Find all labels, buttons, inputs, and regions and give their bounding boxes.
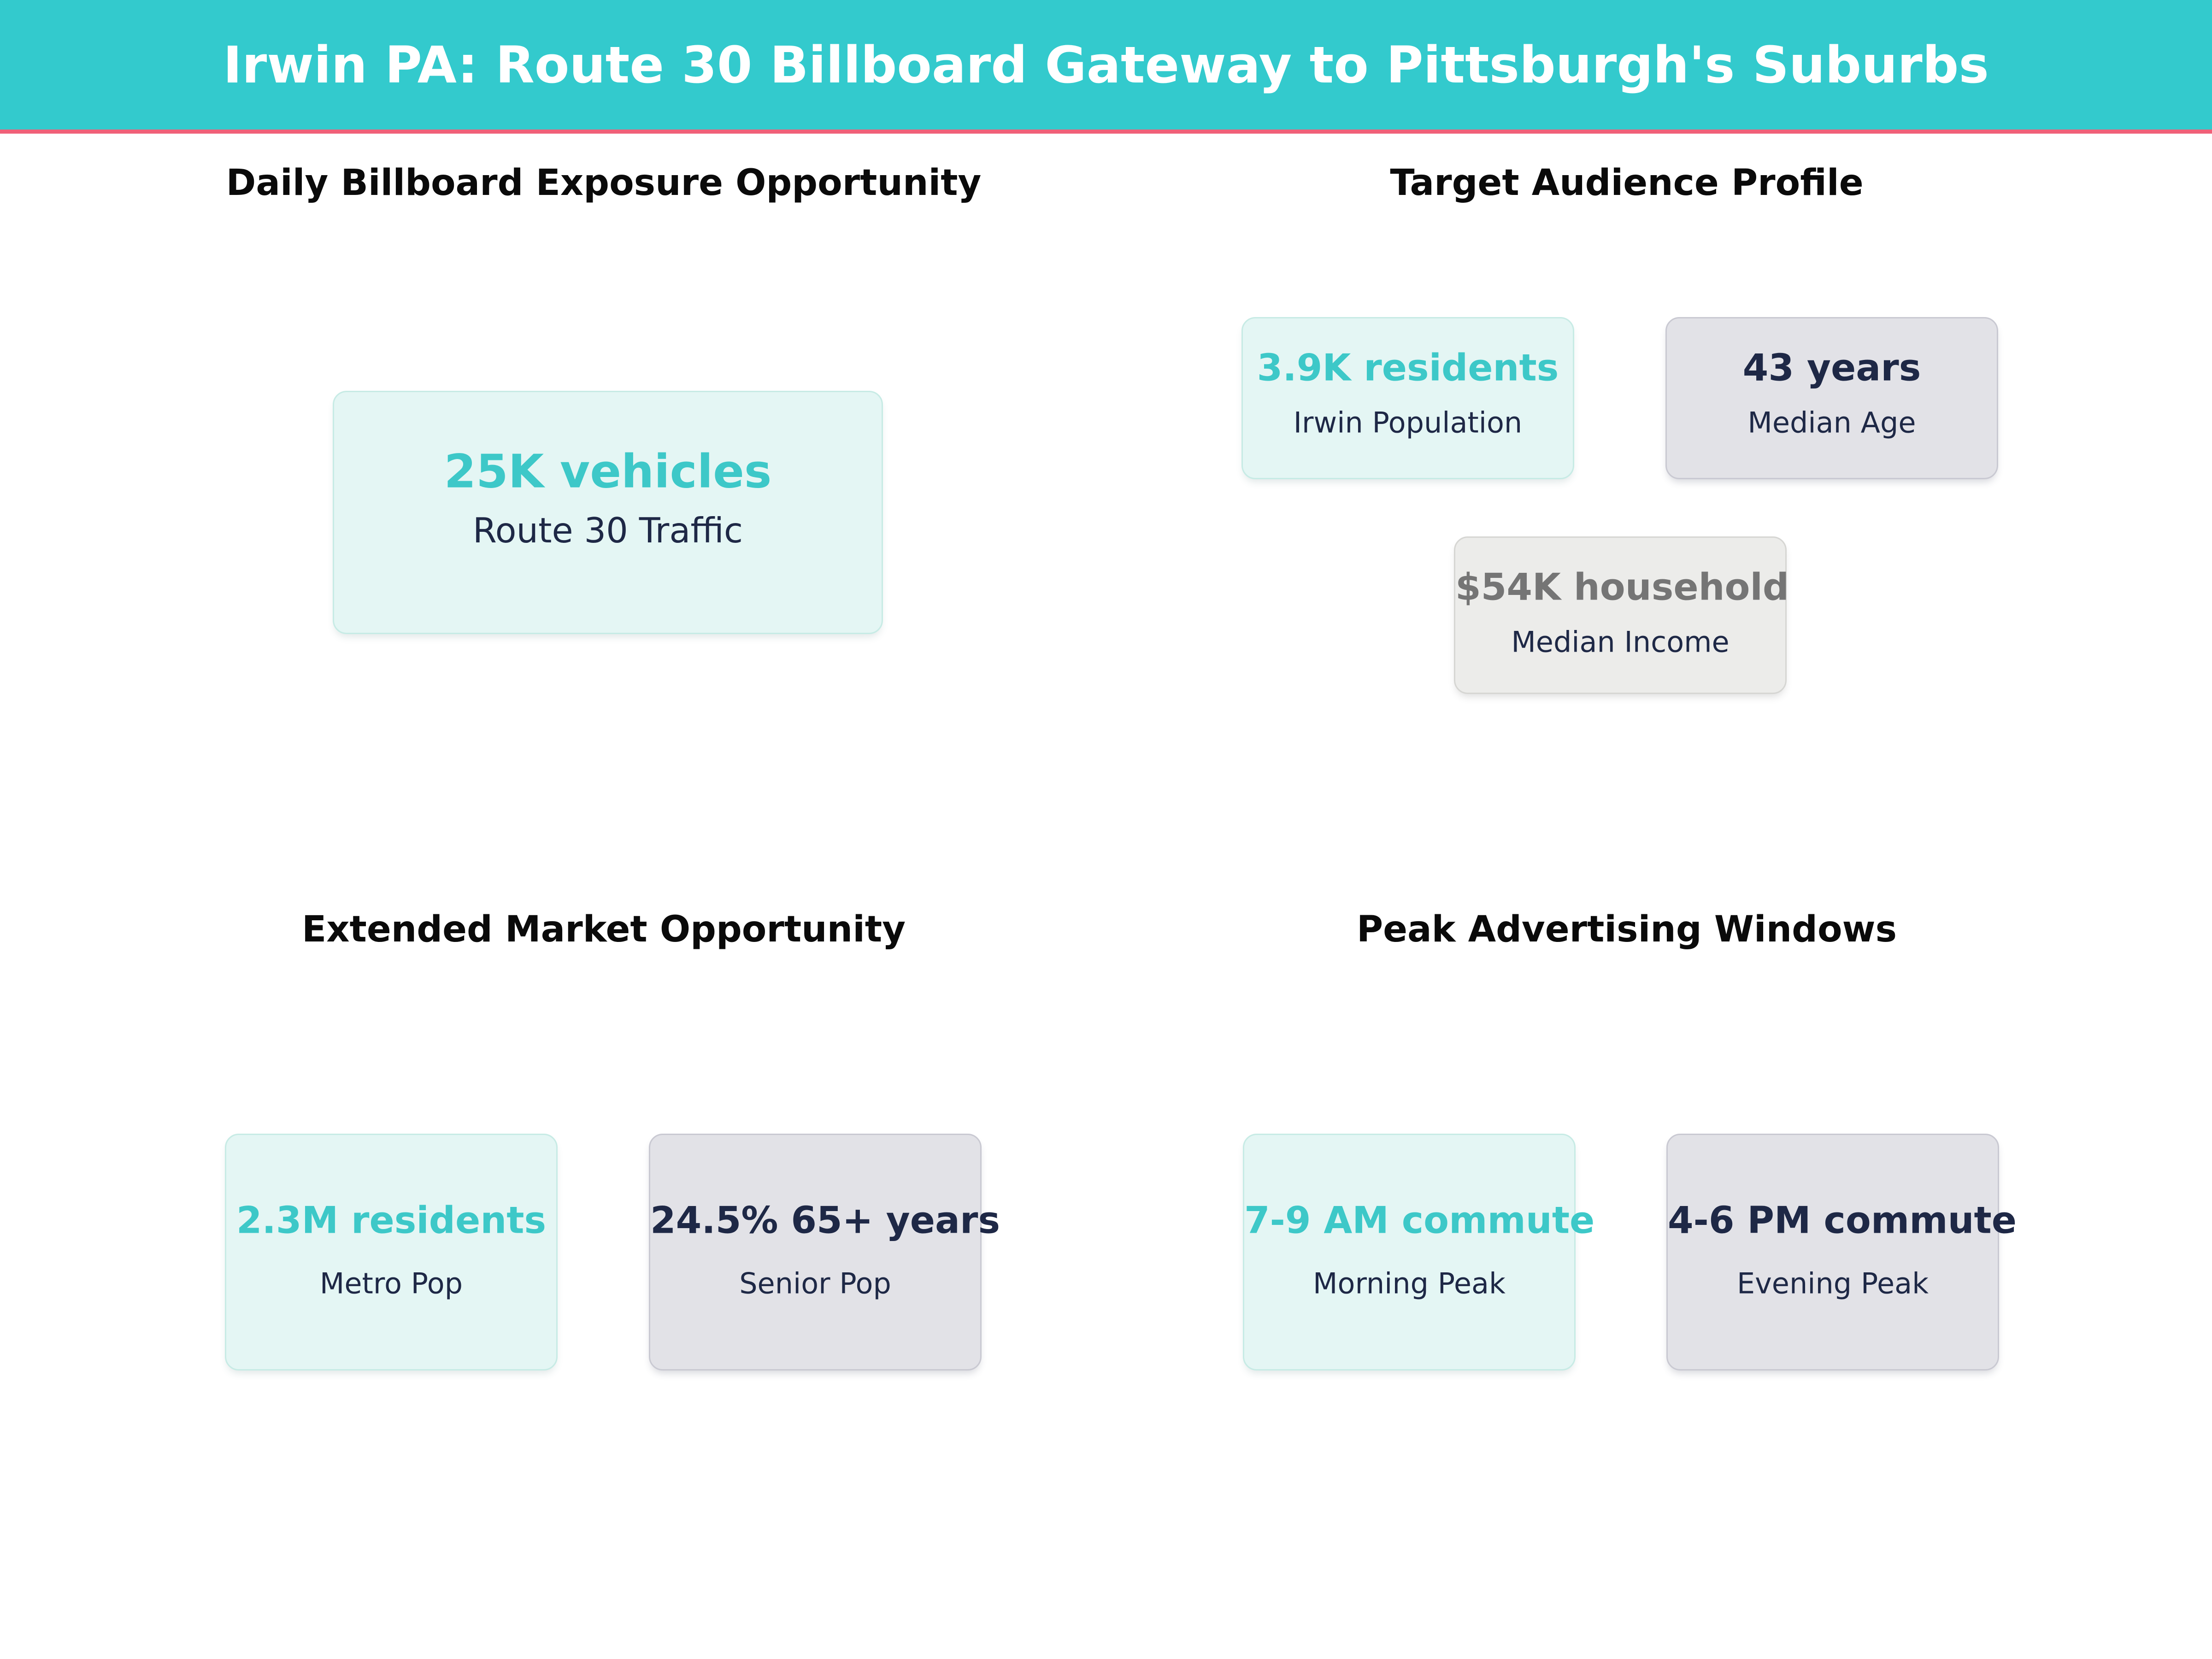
page-title: Irwin PA: Route 30 Billboard Gateway to … — [223, 35, 1989, 94]
stat-label: Morning Peak — [1313, 1266, 1506, 1300]
quadrant-title-daily-exposure: Daily Billboard Exposure Opportunity — [226, 162, 982, 204]
stat-card-median-age: 43 years Median Age — [1665, 317, 1998, 479]
stat-value: 4-6 PM commute — [1668, 1199, 2017, 1242]
stat-value: $54K household — [1455, 565, 1789, 609]
stat-label: Irwin Population — [1293, 406, 1523, 440]
stat-label: Metro Pop — [319, 1266, 463, 1300]
stat-card-irwin-population: 3.9K residents Irwin Population — [1241, 317, 1574, 479]
quadrant-title-peak-windows: Peak Advertising Windows — [1356, 909, 1897, 950]
stat-value: 25K vehicles — [444, 444, 772, 499]
stat-card-morning-peak: 7-9 AM commute Morning Peak — [1243, 1134, 1595, 1371]
stat-card-evening-peak: 4-6 PM commute Evening Peak — [1666, 1134, 2017, 1371]
stat-value: 2.3M residents — [236, 1199, 547, 1242]
stat-card-route30-traffic: 25K vehicles Route 30 Traffic — [333, 391, 883, 634]
quadrant-title-extended-market: Extended Market Opportunity — [301, 909, 906, 950]
header-accent-divider — [0, 129, 2212, 134]
stat-card-median-income: $54K household Median Income — [1454, 536, 1789, 694]
stat-card-metro-pop: 2.3M residents Metro Pop — [225, 1134, 558, 1371]
stat-label: Median Age — [1747, 406, 1916, 440]
stat-label: Route 30 Traffic — [472, 510, 743, 551]
stat-label: Evening Peak — [1736, 1266, 1929, 1300]
stat-value: 3.9K residents — [1257, 346, 1559, 389]
quadrant-title-target-audience: Target Audience Profile — [1390, 162, 1864, 204]
stat-card-senior-pop: 24.5% 65+ years Senior Pop — [649, 1134, 1000, 1371]
stat-value: 7-9 AM commute — [1244, 1199, 1595, 1242]
stat-value: 24.5% 65+ years — [650, 1199, 1000, 1242]
stat-value: 43 years — [1742, 346, 1921, 389]
stat-label: Senior Pop — [739, 1266, 891, 1300]
stat-label: Median Income — [1511, 625, 1730, 659]
header-band: Irwin PA: Route 30 Billboard Gateway to … — [0, 0, 2212, 129]
